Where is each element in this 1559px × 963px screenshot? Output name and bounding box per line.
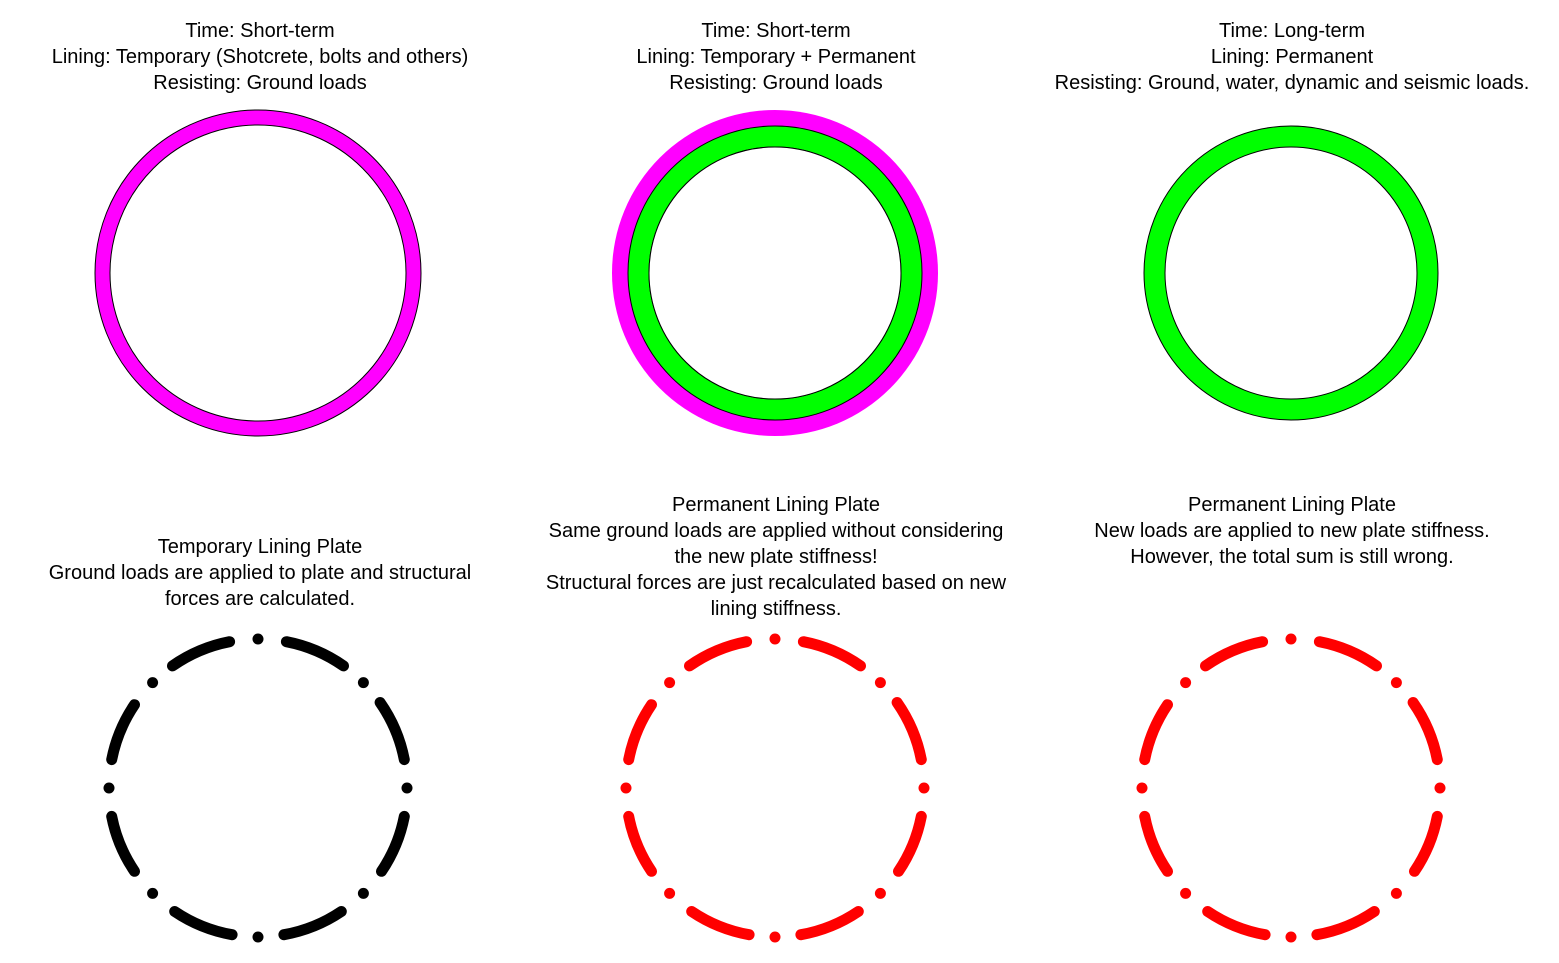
plate-element — [795, 906, 864, 941]
plate-element — [1311, 906, 1380, 941]
plate-element — [106, 810, 140, 877]
plate-element — [1200, 636, 1269, 672]
plate-element — [797, 636, 866, 672]
caption-line: forces are calculated. — [164, 588, 356, 610]
plate-node — [103, 782, 115, 794]
plate-node — [769, 931, 781, 943]
lining-section-combined — [612, 110, 938, 436]
plate-element — [1313, 636, 1382, 672]
plate-node — [1285, 633, 1297, 645]
caption-line: However, the total sum is still wrong. — [1130, 546, 1454, 568]
plate-node — [918, 782, 930, 794]
plate-element — [169, 906, 238, 941]
plate-element — [280, 636, 349, 672]
plate-node — [769, 633, 781, 645]
lining-opening — [648, 146, 902, 400]
plate-node — [1136, 782, 1148, 794]
plate-node — [1390, 887, 1402, 899]
stage-panel-permanent: Time: Long-term Lining: Permanent Resist… — [1032, 0, 1552, 450]
plate-node — [1180, 677, 1192, 689]
plate-model-permanent-same-loads — [620, 633, 930, 943]
plate-node — [147, 887, 159, 899]
caption-line: New loads are applied to new plate stiff… — [1094, 520, 1490, 542]
caption-line: the new plate stiffness! — [674, 546, 878, 568]
stage-panel-temporary-permanent: Time: Short-term Lining: Temporary + Per… — [516, 0, 1036, 450]
plate-element — [374, 697, 410, 766]
plate-model-permanent-new-loads — [1136, 633, 1446, 943]
caption-line: Lining: Temporary (Shotcrete, bolts and … — [51, 46, 469, 68]
caption-line: Structural forces are just recalculated … — [545, 572, 1007, 594]
plate-caption: Permanent Lining Plate Same ground loads… — [516, 492, 1036, 622]
plate-element — [1139, 699, 1173, 766]
plate-node — [874, 677, 886, 689]
plate-panel-temporary: Temporary Lining Plate Ground loads are … — [0, 470, 520, 963]
caption-line: Time: Short-term — [185, 20, 335, 42]
plate-node — [357, 677, 369, 689]
plate-element — [1407, 697, 1443, 766]
permanent-lining-ring — [1143, 125, 1439, 421]
plate-caption: Permanent Lining Plate New loads are app… — [1032, 492, 1552, 570]
caption-line: Lining: Permanent — [1210, 46, 1374, 68]
plate-node — [252, 931, 264, 943]
plate-element — [376, 810, 410, 877]
plate-node — [1180, 887, 1192, 899]
plate-node — [664, 887, 676, 899]
plate-element — [893, 810, 927, 877]
stage-caption: Time: Short-term Lining: Temporary + Per… — [516, 18, 1036, 96]
plate-element — [106, 699, 140, 766]
stage-caption: Time: Short-term Lining: Temporary (Shot… — [0, 18, 520, 96]
plate-element — [623, 699, 657, 766]
plate-element — [278, 906, 347, 941]
plate-node — [1390, 677, 1402, 689]
plate-node — [1285, 931, 1297, 943]
caption-line: Resisting: Ground, water, dynamic and se… — [1054, 72, 1530, 94]
caption-line: lining stiffness. — [710, 598, 842, 620]
plate-node — [1434, 782, 1446, 794]
caption-line: Time: Short-term — [701, 20, 851, 42]
caption-line: Resisting: Ground loads — [153, 72, 367, 94]
plate-element — [1139, 810, 1173, 877]
caption-line: Lining: Temporary + Permanent — [636, 46, 916, 68]
caption-line: Ground loads are applied to plate and st… — [48, 562, 472, 584]
caption-line: Permanent Lining Plate — [672, 494, 880, 516]
temporary-lining-ring — [94, 109, 422, 437]
plate-panel-permanent-new-loads: Permanent Lining Plate New loads are app… — [1032, 470, 1552, 963]
plate-element — [623, 810, 657, 877]
plate-element — [167, 636, 236, 672]
plate-node — [874, 887, 886, 899]
plate-node — [357, 887, 369, 899]
caption-line: Time: Long-term — [1219, 20, 1365, 42]
plate-node — [620, 782, 632, 794]
plate-node — [252, 633, 264, 645]
plate-element — [686, 906, 755, 941]
caption-line: Same ground loads are applied without co… — [548, 520, 1004, 542]
lining-section-permanent — [1143, 125, 1439, 421]
plate-node — [147, 677, 159, 689]
caption-line: Temporary Lining Plate — [157, 536, 363, 558]
plate-element — [1202, 906, 1271, 941]
plate-element — [891, 697, 927, 766]
plate-node — [664, 677, 676, 689]
plate-element — [1409, 810, 1443, 877]
stage-caption: Time: Long-term Lining: Permanent Resist… — [1032, 18, 1552, 96]
plate-model-temporary — [103, 633, 413, 943]
plate-element — [684, 636, 753, 672]
caption-line: Permanent Lining Plate — [1188, 494, 1396, 516]
caption-line: Resisting: Ground loads — [669, 72, 883, 94]
plate-panel-permanent-same-loads: Permanent Lining Plate Same ground loads… — [516, 470, 1036, 963]
plate-caption: Temporary Lining Plate Ground loads are … — [0, 534, 520, 612]
plate-node — [401, 782, 413, 794]
stage-panel-temporary: Time: Short-term Lining: Temporary (Shot… — [0, 0, 520, 450]
lining-section-temporary — [94, 109, 422, 437]
